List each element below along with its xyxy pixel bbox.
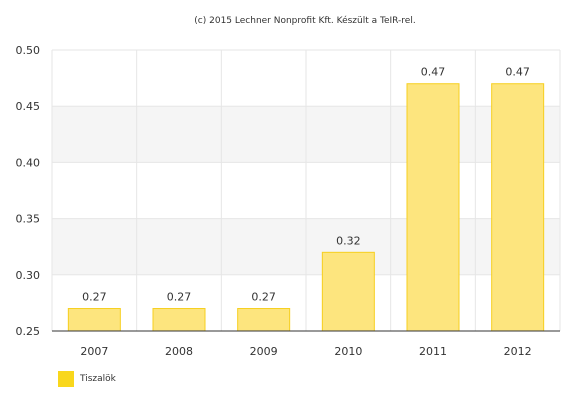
x-tick-label-2012: 2012: [504, 345, 532, 358]
x-tick-label-2011: 2011: [419, 345, 447, 358]
bar-2011: [406, 83, 460, 332]
x-tick-label-2008: 2008: [165, 345, 193, 358]
legend-label: Tiszalök: [80, 374, 116, 384]
bar-2008: [152, 308, 206, 332]
x-tick-label-2010: 2010: [334, 345, 362, 358]
data-label-2008: 0.27: [167, 291, 192, 304]
y-tick-label: 0.50: [16, 44, 41, 57]
y-tick-label: 0.40: [16, 156, 41, 169]
bar-2009: [237, 308, 291, 332]
x-tick-label-2007: 2007: [80, 345, 108, 358]
bar-2007: [67, 308, 121, 332]
bar-2010: [321, 251, 375, 332]
legend-swatch-tiszalok: [58, 371, 74, 387]
data-label-2011: 0.47: [421, 66, 446, 79]
y-tick-label: 0.25: [16, 325, 41, 338]
x-tick-label-2009: 2009: [250, 345, 278, 358]
y-tick-label: 0.30: [16, 269, 41, 282]
chart-title: (c) 2015 Lechner Nonprofit Kft. Készült …: [194, 15, 415, 26]
legend: Tiszalök: [58, 371, 116, 387]
data-label-2012: 0.47: [505, 66, 530, 79]
data-label-2007: 0.27: [82, 291, 107, 304]
data-label-2010: 0.32: [336, 234, 361, 247]
y-tick-label: 0.45: [16, 100, 41, 113]
bar-2012: [491, 83, 545, 332]
data-label-2009: 0.27: [251, 291, 276, 304]
y-tick-label: 0.35: [16, 213, 41, 226]
